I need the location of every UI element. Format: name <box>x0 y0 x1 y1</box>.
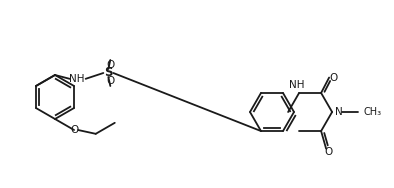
Text: NH: NH <box>69 74 84 84</box>
Text: O: O <box>329 73 337 83</box>
Text: O: O <box>106 76 114 86</box>
Text: NH: NH <box>289 80 305 90</box>
Text: O: O <box>106 60 114 70</box>
Text: CH₃: CH₃ <box>363 107 381 117</box>
Text: N: N <box>335 107 343 117</box>
Text: O: O <box>324 147 332 157</box>
Text: O: O <box>70 125 78 135</box>
Text: S: S <box>104 67 113 80</box>
